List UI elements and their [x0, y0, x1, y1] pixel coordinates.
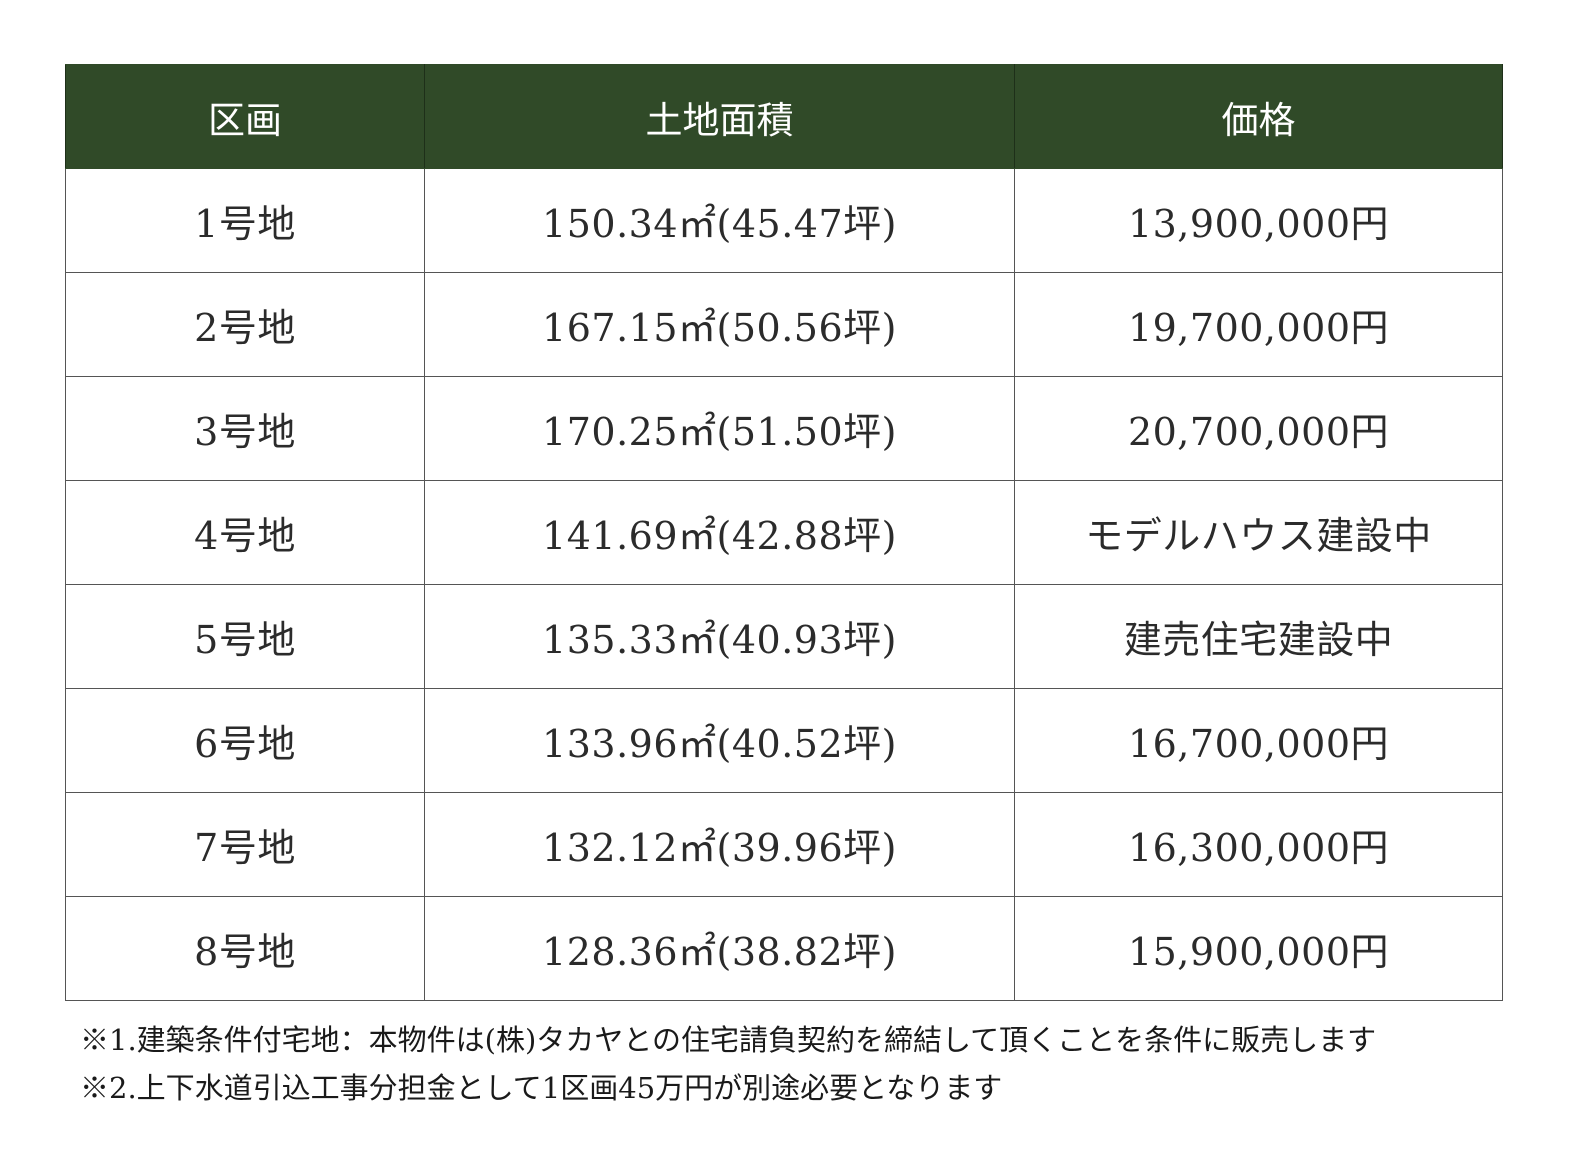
area-cell: 132.12㎡(39.96坪) [424, 792, 1015, 897]
footnote-water-fee: ※2.上下水道引込工事分担金として1区画45万円が別途必要となります [80, 1071, 1003, 1105]
price-cell: 19,700,000円 [1014, 272, 1503, 377]
footnotes: ※1.建築条件付宅地：本物件は(株)タカヤとの住宅請負契約を締結して頂くことを条… [80, 1016, 1560, 1112]
table-row: 3号地 170.25㎡(51.50坪) 20,700,000円 [65, 376, 1503, 481]
lot-cell: 7号地 [65, 792, 425, 897]
area-cell: 150.34㎡(45.47坪) [424, 168, 1015, 273]
lot-cell: 8号地 [65, 896, 425, 1001]
lot-price-table: 区画 土地面積 価格 1号地 150.34㎡(45.47坪) 13,900,00… [65, 64, 1503, 1001]
table-row: 2号地 167.15㎡(50.56坪) 19,700,000円 [65, 272, 1503, 377]
price-cell: 15,900,000円 [1014, 896, 1503, 1001]
area-cell: 133.96㎡(40.52坪) [424, 688, 1015, 793]
table-row: 1号地 150.34㎡(45.47坪) 13,900,000円 [65, 168, 1503, 273]
lot-cell: 4号地 [65, 480, 425, 585]
table-row: 7号地 132.12㎡(39.96坪) 16,300,000円 [65, 792, 1503, 897]
price-cell: 16,700,000円 [1014, 688, 1503, 793]
footnote-building-condition: ※1.建築条件付宅地：本物件は(株)タカヤとの住宅請負契約を締結して頂くことを条… [80, 1023, 1377, 1057]
table-row: 8号地 128.36㎡(38.82坪) 15,900,000円 [65, 896, 1503, 1001]
price-cell: 13,900,000円 [1014, 168, 1503, 273]
price-cell: 建売住宅建設中 [1014, 584, 1503, 689]
lot-cell: 5号地 [65, 584, 425, 689]
header-price: 価格 [1014, 64, 1503, 169]
area-cell: 167.15㎡(50.56坪) [424, 272, 1015, 377]
area-cell: 141.69㎡(42.88坪) [424, 480, 1015, 585]
header-lot: 区画 [65, 64, 425, 169]
lot-cell: 1号地 [65, 168, 425, 273]
header-land-area: 土地面積 [424, 64, 1015, 169]
lot-cell: 6号地 [65, 688, 425, 793]
area-cell: 135.33㎡(40.93坪) [424, 584, 1015, 689]
table-row: 4号地 141.69㎡(42.88坪) モデルハウス建設中 [65, 480, 1503, 585]
lot-cell: 3号地 [65, 376, 425, 481]
table-row: 6号地 133.96㎡(40.52坪) 16,700,000円 [65, 688, 1503, 793]
lot-cell: 2号地 [65, 272, 425, 377]
table-row: 5号地 135.33㎡(40.93坪) 建売住宅建設中 [65, 584, 1503, 689]
price-cell: モデルハウス建設中 [1014, 480, 1503, 585]
area-cell: 170.25㎡(51.50坪) [424, 376, 1015, 481]
price-cell: 20,700,000円 [1014, 376, 1503, 481]
table-header-row: 区画 土地面積 価格 [65, 64, 1503, 169]
price-cell: 16,300,000円 [1014, 792, 1503, 897]
area-cell: 128.36㎡(38.82坪) [424, 896, 1015, 1001]
